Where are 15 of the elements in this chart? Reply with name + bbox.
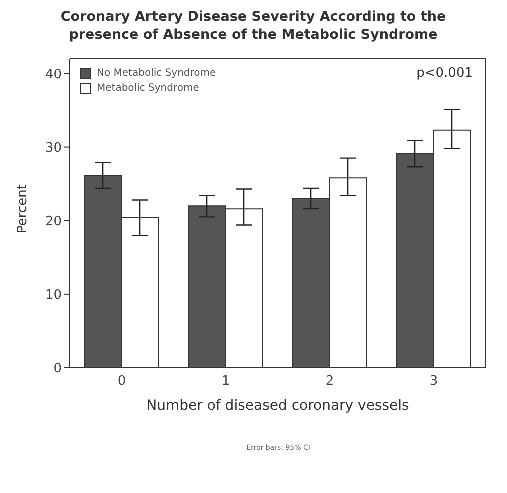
x-tick-label: 3 (430, 374, 438, 390)
y-axis-title: Percent (16, 184, 31, 234)
x-tick-label: 2 (326, 374, 334, 390)
legend-label: No Metabolic Syndrome (96, 67, 216, 81)
x-axis-title: Number of diseased coronary vessels (146, 398, 410, 414)
y-tick-label: 10 (45, 288, 62, 304)
chart-title: Coronary Artery Disease Severity According to the presence of Absence of the Metabolic Syndrome (60, 8, 448, 44)
x-tick-label: 1 (222, 374, 230, 390)
y-tick-label: 40 (45, 67, 62, 82)
y-tick-label: 20 (45, 214, 62, 230)
annotation: p<0.001 (416, 66, 473, 81)
y-tick-label: 0 (54, 362, 62, 377)
y-tick-label: 30 (45, 140, 62, 156)
legend-label: Metabolic Syndrome (96, 82, 200, 96)
x-tick-label: 0 (118, 374, 126, 390)
